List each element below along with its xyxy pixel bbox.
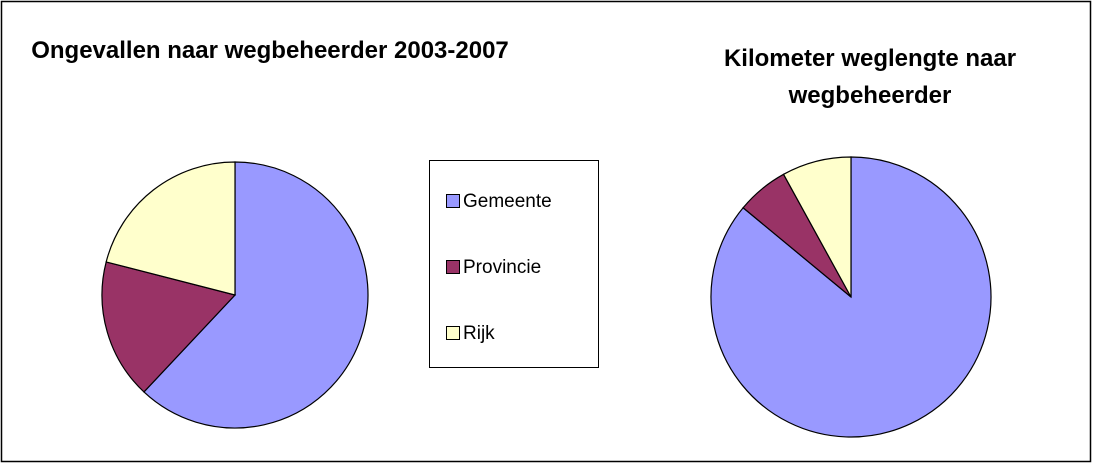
legend-swatch: [446, 326, 460, 340]
chart-title: Ongevallen naar wegbeheerder 2003-2007: [31, 37, 509, 64]
legend-label: Rijk: [463, 323, 495, 344]
pie-slice: [782, 156, 852, 298]
pie-slice: [143, 161, 369, 429]
legend-label: Gemeente: [463, 191, 552, 212]
legend-label: Provincie: [463, 257, 541, 278]
pie-slice: [101, 261, 237, 393]
legend-swatch: [446, 194, 460, 208]
chart-title: Kilometer weglengte naar wegbeheerder: [723, 45, 1017, 109]
legend-swatch: [446, 260, 460, 274]
pie-slice: [105, 161, 236, 296]
